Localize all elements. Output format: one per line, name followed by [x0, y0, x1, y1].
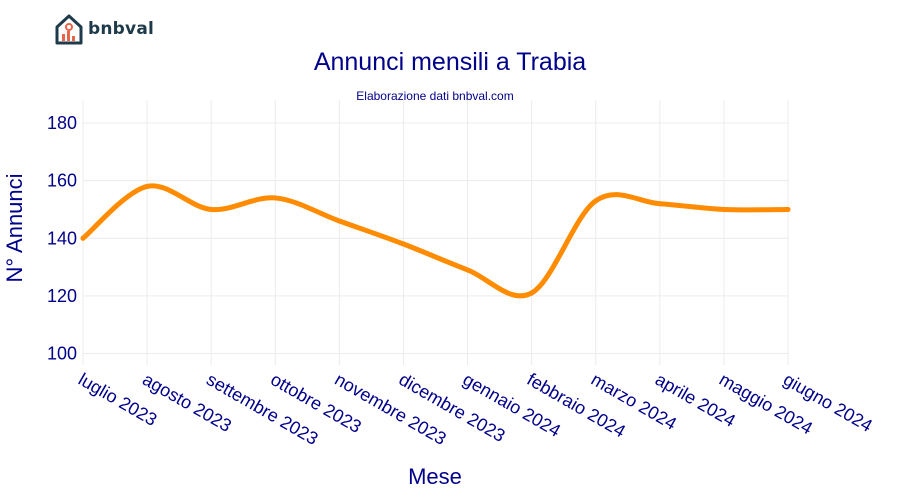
y-axis-ticks: 100 120 140 160 180: [47, 113, 77, 363]
chart-subtitle: Elaborazione dati bnbval.com: [356, 89, 513, 103]
x-axis-title: Mese: [408, 464, 462, 489]
y-tick-label: 180: [47, 113, 77, 133]
data-point: [721, 206, 727, 212]
chart-title: Annunci mensili a Trabia: [314, 48, 586, 76]
x-tick-label: novembre 2023: [331, 369, 449, 449]
series-line: [80, 183, 791, 299]
data-point: [272, 195, 278, 201]
data-point: [593, 198, 599, 204]
y-tick-label: 160: [47, 171, 77, 191]
logo-text: bnbval: [88, 19, 155, 39]
data-point: [80, 235, 86, 241]
y-tick-label: 120: [47, 286, 77, 306]
series-layer: [80, 183, 791, 299]
data-point: [208, 206, 214, 212]
y-tick-label: 100: [47, 343, 77, 363]
data-point: [785, 206, 791, 212]
data-point: [336, 218, 342, 224]
y-axis-title: N° Annunci: [2, 173, 27, 282]
x-tick-label: settembre 2023: [203, 369, 321, 449]
data-point: [529, 290, 535, 296]
data-point: [144, 183, 150, 189]
house-chart-icon: [55, 14, 83, 45]
grid-layer: [82, 100, 789, 365]
logo: bnbval: [54, 12, 154, 46]
x-tick-label: dicembre 2023: [395, 369, 508, 446]
data-point: [465, 267, 471, 273]
data-point: [400, 241, 406, 247]
y-tick-label: 140: [47, 228, 77, 248]
data-point: [657, 201, 663, 207]
